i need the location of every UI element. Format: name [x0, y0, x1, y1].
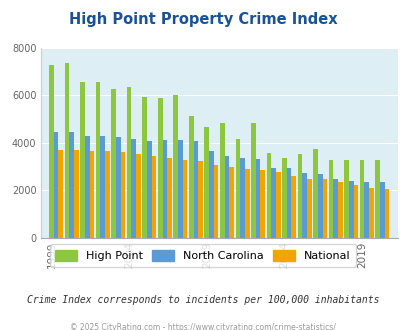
Legend: High Point, North Carolina, National: High Point, North Carolina, National: [49, 244, 356, 267]
Bar: [182, 160, 187, 238]
Bar: [364, 182, 368, 238]
Bar: [375, 160, 379, 238]
Bar: [64, 63, 69, 238]
Bar: [275, 172, 280, 238]
Bar: [85, 136, 90, 238]
Bar: [213, 165, 218, 238]
Bar: [224, 155, 229, 238]
Bar: [260, 170, 264, 238]
Bar: [266, 153, 271, 238]
Bar: [235, 139, 240, 238]
Bar: [120, 152, 125, 238]
Bar: [158, 98, 162, 238]
Bar: [69, 132, 74, 238]
Bar: [348, 182, 353, 238]
Bar: [49, 65, 54, 238]
Bar: [188, 116, 193, 238]
Bar: [147, 141, 151, 238]
Bar: [271, 168, 275, 238]
Bar: [353, 185, 357, 238]
Bar: [250, 123, 255, 238]
Bar: [173, 95, 178, 238]
Bar: [58, 150, 63, 238]
Bar: [100, 136, 105, 238]
Bar: [312, 149, 317, 238]
Bar: [131, 139, 136, 238]
Bar: [322, 179, 326, 238]
Bar: [297, 154, 302, 238]
Bar: [126, 86, 131, 238]
Bar: [343, 160, 348, 238]
Bar: [116, 137, 120, 238]
Bar: [96, 82, 100, 238]
Bar: [368, 188, 373, 238]
Bar: [337, 182, 342, 238]
Bar: [286, 168, 291, 238]
Bar: [198, 161, 202, 238]
Bar: [317, 174, 322, 238]
Text: © 2025 CityRating.com - https://www.cityrating.com/crime-statistics/: © 2025 CityRating.com - https://www.city…: [70, 323, 335, 330]
Bar: [255, 159, 260, 238]
Bar: [162, 140, 167, 238]
Bar: [142, 97, 147, 238]
Bar: [151, 156, 156, 238]
Bar: [229, 167, 233, 238]
Bar: [240, 158, 244, 238]
Bar: [302, 173, 306, 238]
Bar: [359, 160, 364, 238]
Bar: [111, 89, 116, 238]
Bar: [74, 150, 79, 238]
Bar: [384, 189, 388, 238]
Bar: [136, 154, 141, 238]
Text: High Point Property Crime Index: High Point Property Crime Index: [68, 12, 337, 26]
Bar: [244, 169, 249, 238]
Bar: [80, 82, 85, 238]
Bar: [90, 151, 94, 238]
Bar: [193, 141, 198, 238]
Bar: [220, 123, 224, 238]
Bar: [209, 151, 213, 238]
Bar: [281, 158, 286, 238]
Bar: [204, 127, 209, 238]
Bar: [379, 182, 384, 238]
Text: Crime Index corresponds to incidents per 100,000 inhabitants: Crime Index corresponds to incidents per…: [27, 295, 378, 305]
Bar: [167, 158, 171, 238]
Bar: [328, 160, 333, 238]
Bar: [105, 151, 109, 238]
Bar: [54, 132, 58, 238]
Bar: [306, 179, 311, 238]
Bar: [333, 180, 337, 238]
Bar: [178, 140, 182, 238]
Bar: [291, 176, 295, 238]
